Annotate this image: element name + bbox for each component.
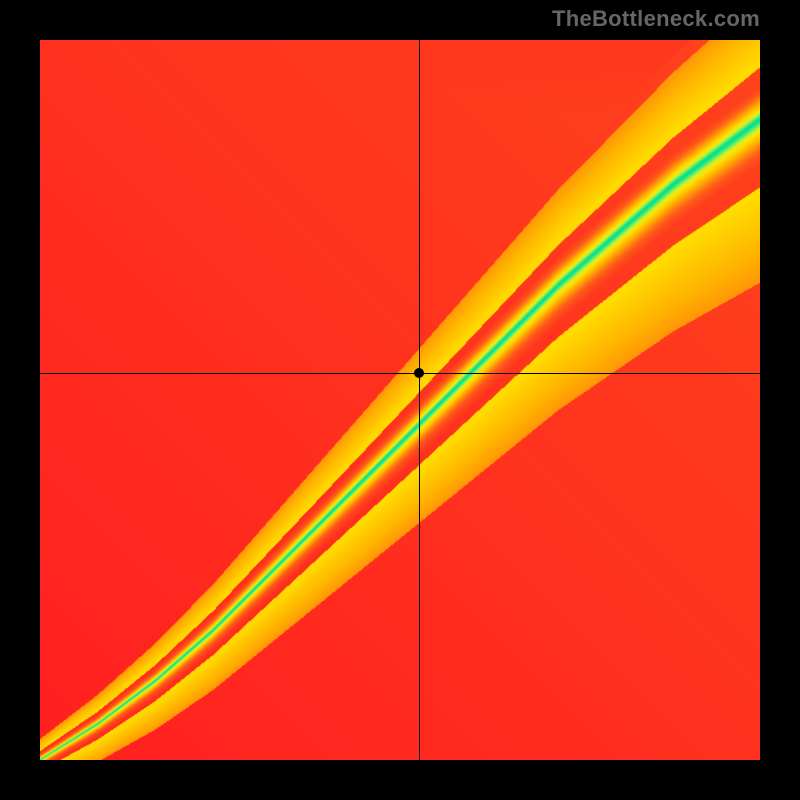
heatmap-plot: [40, 40, 760, 760]
crosshair-horizontal: [40, 373, 760, 374]
heatmap-canvas: [40, 40, 760, 760]
crosshair-marker: [414, 368, 424, 378]
crosshair-vertical: [419, 40, 420, 760]
attribution-text: TheBottleneck.com: [552, 6, 760, 32]
